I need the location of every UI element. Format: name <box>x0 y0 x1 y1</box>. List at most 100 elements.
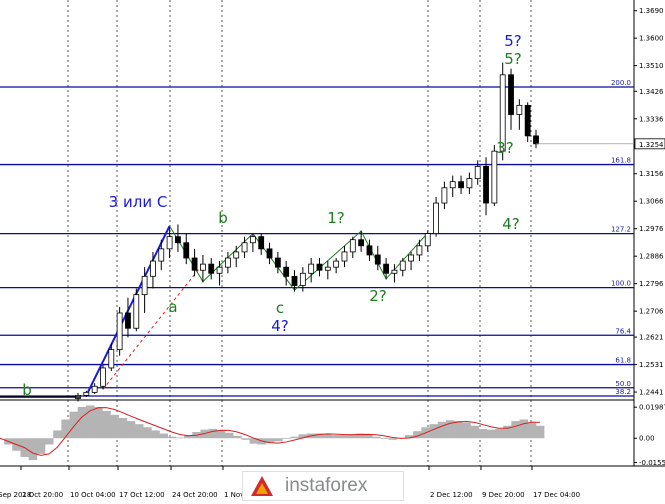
candle-body <box>183 242 190 259</box>
histogram-bar <box>208 428 218 439</box>
histogram-bar <box>28 438 38 461</box>
fib-level-label: 127.2 <box>611 226 631 234</box>
histogram-bar <box>53 430 62 439</box>
candle-body <box>175 236 181 244</box>
candle-body <box>399 260 406 271</box>
price-tick-label: 1.3156 <box>639 170 664 178</box>
histogram-bar <box>298 434 308 439</box>
histogram-bar <box>69 411 79 439</box>
candle-body <box>424 233 431 247</box>
signal-line <box>0 407 540 456</box>
candle-body <box>249 236 256 244</box>
candle-body <box>349 239 356 253</box>
candle-body <box>374 254 381 265</box>
histogram-bar <box>331 435 340 439</box>
candle-body <box>474 166 481 180</box>
candle-body <box>466 178 473 189</box>
wave-label: b <box>218 209 228 227</box>
histogram-bar <box>175 437 185 439</box>
candle-body <box>116 312 123 351</box>
histogram-bar <box>241 438 250 440</box>
watermark-brand: instaforex <box>285 475 368 496</box>
candle-body <box>208 263 215 274</box>
candle-body <box>150 260 156 277</box>
candle-body <box>358 239 365 247</box>
candle-body <box>341 251 348 262</box>
instaforex-logo-icon <box>249 474 275 498</box>
candle-body <box>233 251 240 259</box>
histogram-bar <box>77 406 87 439</box>
histogram-bar <box>45 438 54 445</box>
wave-label: 4? <box>502 215 520 233</box>
histogram-bar <box>486 429 496 439</box>
candle-body <box>416 245 423 256</box>
current-price-box <box>634 138 665 150</box>
fib-level-label: 100.0 <box>611 280 631 288</box>
histogram-bar <box>233 435 242 439</box>
time-tick-label: 1 Nov <box>224 491 244 499</box>
candle-body <box>283 266 290 277</box>
candle-body <box>100 367 106 387</box>
fibonacci-levels: 200.0 161.8 127.2 100.0 76.4 61.8 50.038.2 <box>0 79 634 397</box>
candle-body <box>408 254 414 262</box>
histogram-bar <box>339 435 349 439</box>
candle-body <box>224 257 231 268</box>
candle-body <box>291 275 298 286</box>
price-tick-label: 1.2531 <box>639 361 664 369</box>
histogram-bar <box>372 436 381 439</box>
price-tick-label: 1.2976 <box>639 225 664 233</box>
histogram-bar <box>347 434 357 439</box>
candle-body <box>383 263 390 274</box>
fib-level-label: 200.0 <box>611 79 631 87</box>
fib-level-label: 38.2 <box>615 388 631 396</box>
wave-label: a <box>168 298 177 316</box>
fib-level-label: 50.0 <box>615 380 631 388</box>
candle-body <box>83 391 90 396</box>
histogram-bar <box>151 430 160 439</box>
wave-label: b <box>22 381 32 399</box>
time-tick-label: 9 Dec 20:00 <box>482 491 525 499</box>
candle-body <box>166 236 173 250</box>
candle-body <box>391 269 398 274</box>
candle-body <box>91 385 98 393</box>
candle-body <box>491 150 498 204</box>
indicator-tick-label: 0.01987 <box>639 404 665 412</box>
candle-body <box>241 242 248 253</box>
dashed-trend-line <box>102 263 204 390</box>
wave-label: 3? <box>496 139 514 157</box>
price-tick-label: 1.3510 <box>639 62 664 70</box>
candle-body <box>483 166 489 204</box>
candle-body <box>274 257 281 268</box>
candle-body <box>533 135 539 145</box>
histogram-bar <box>274 438 283 442</box>
candle-body <box>499 74 506 152</box>
histogram-bar <box>478 428 488 439</box>
price-tick-label: 1.3600 <box>639 35 664 43</box>
wave-label: 2? <box>369 287 387 305</box>
price-tick-label: 1.3426 <box>639 88 664 96</box>
candle-body <box>308 263 315 274</box>
time-tick-label: 17 Oct 12:00 <box>119 491 165 499</box>
candle-body <box>125 312 131 329</box>
histogram-bar <box>85 405 95 439</box>
histogram-bar <box>364 434 373 439</box>
time-tick-label: 10 Oct 04:00 <box>70 491 116 499</box>
candle-body <box>449 181 456 189</box>
histogram-bar <box>535 425 545 439</box>
histogram-bar <box>355 433 365 439</box>
candle-body <box>524 104 531 137</box>
time-tick-label: 24 Oct 20:00 <box>172 491 218 499</box>
histogram-bar <box>159 433 169 439</box>
histogram-bar <box>470 425 479 439</box>
candle-body <box>366 245 373 256</box>
wave-label: 4? <box>271 317 289 335</box>
time-tick-label: 2 Oct 20:00 <box>22 491 63 499</box>
candle-body <box>216 266 223 274</box>
histogram-bar <box>102 410 111 439</box>
time-tick-label: 2 Dec 12:00 <box>430 491 473 499</box>
watermark: instaforex <box>242 471 404 501</box>
fib-level-label: 61.8 <box>615 357 631 365</box>
wave-label: 5? <box>504 50 522 68</box>
candle-body <box>299 272 306 286</box>
